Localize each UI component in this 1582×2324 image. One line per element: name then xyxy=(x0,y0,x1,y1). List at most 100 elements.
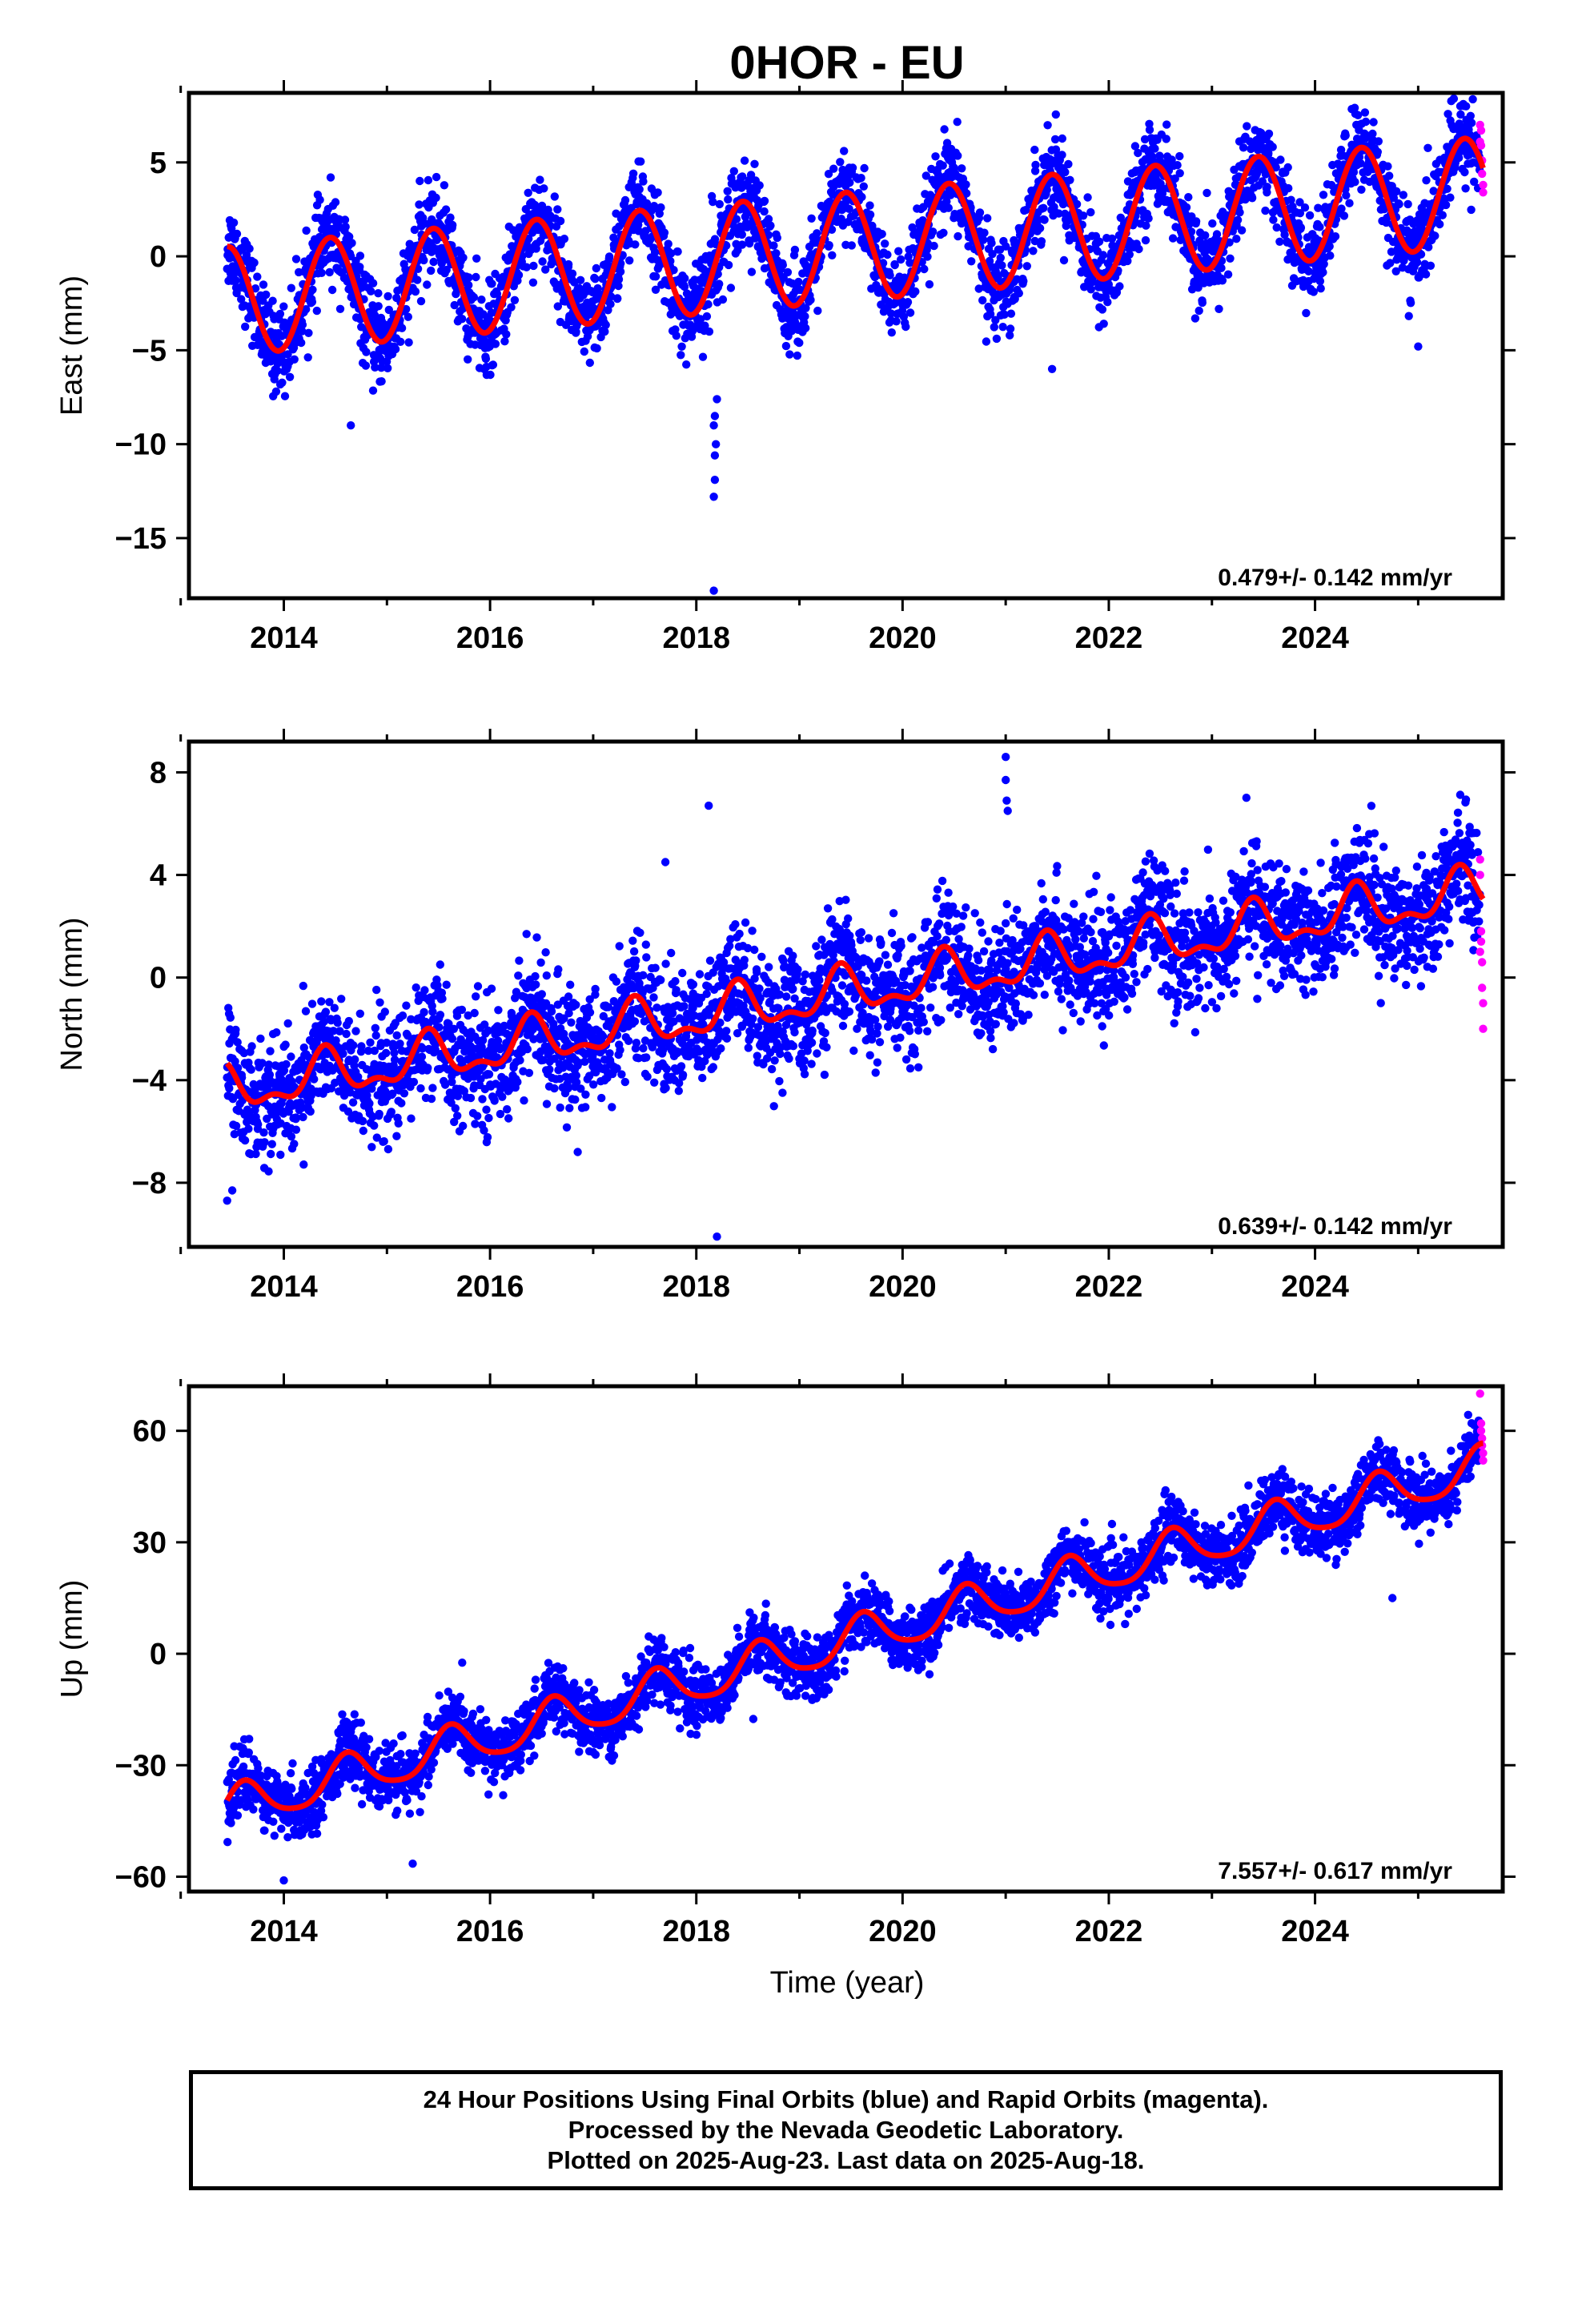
final-orbit-point xyxy=(1019,276,1028,286)
final-orbit-point xyxy=(905,308,915,317)
final-orbit-point xyxy=(1271,163,1280,172)
final-orbit-point xyxy=(1369,118,1378,127)
final-orbit-point xyxy=(345,232,354,241)
final-orbit-point xyxy=(639,1043,648,1053)
final-orbit-point xyxy=(740,156,749,165)
x-tick-label: 2014 xyxy=(250,621,318,655)
final-orbit-point xyxy=(860,163,869,173)
final-orbit-point xyxy=(283,1019,292,1028)
final-orbit-point xyxy=(233,1063,243,1072)
final-orbit-point xyxy=(1058,151,1066,159)
final-orbit-point xyxy=(930,241,938,251)
final-orbit-point xyxy=(450,300,459,310)
final-orbit-point xyxy=(432,193,440,203)
final-orbit-point xyxy=(507,303,516,312)
final-orbit-point xyxy=(1288,251,1298,260)
final-orbit-point xyxy=(1295,209,1305,218)
final-orbit-point xyxy=(925,279,934,289)
final-orbit-point xyxy=(1125,250,1134,259)
rapid-orbit-point xyxy=(1479,180,1488,190)
final-orbit-point xyxy=(240,1136,250,1145)
final-orbit-point xyxy=(1201,231,1210,240)
rapid-orbit-point xyxy=(1478,169,1487,179)
final-orbit-point xyxy=(1134,148,1142,158)
final-orbit-point xyxy=(459,253,468,262)
final-orbit-point xyxy=(1051,110,1061,119)
final-orbit-point xyxy=(990,323,999,332)
final-orbit-point xyxy=(413,275,422,284)
final-orbit-point xyxy=(480,336,489,345)
final-orbit-point xyxy=(828,251,837,259)
final-orbit-point xyxy=(1035,223,1045,233)
final-orbit-point xyxy=(1058,134,1067,143)
final-orbit-point xyxy=(383,364,392,372)
final-orbit-point xyxy=(440,181,449,190)
final-orbit-point xyxy=(801,304,810,312)
final-orbit-point xyxy=(1406,299,1415,308)
final-orbit-point xyxy=(550,192,559,201)
final-orbit-point xyxy=(415,200,424,209)
final-orbit-point xyxy=(267,1140,276,1148)
final-orbit-point xyxy=(299,1112,307,1122)
final-orbit-point xyxy=(524,1068,534,1078)
final-orbit-point xyxy=(737,230,746,239)
rate-label: 0.479+/- 0.142 mm/yr xyxy=(1218,565,1452,591)
final-orbit-point xyxy=(1144,214,1153,223)
final-orbit-point xyxy=(824,170,833,179)
final-orbit-point xyxy=(1361,117,1371,127)
final-orbit-point xyxy=(566,980,575,989)
panel-north: 2014 2016 2018 2020 2022 2024 840−4−8 North (… xyxy=(55,729,1516,1304)
final-orbit-point xyxy=(661,959,670,968)
final-orbit-point xyxy=(349,1041,358,1050)
final-orbit-point xyxy=(585,358,594,368)
final-orbit-point xyxy=(1223,270,1233,279)
final-orbit-point xyxy=(746,171,756,179)
final-orbit-point xyxy=(307,297,317,307)
final-orbit-point xyxy=(1403,199,1412,209)
final-orbit-point xyxy=(509,226,518,235)
final-orbit-point xyxy=(1218,276,1227,285)
final-orbit-point xyxy=(921,171,931,180)
final-orbit-point xyxy=(556,1103,564,1112)
final-orbit-point xyxy=(1351,178,1359,187)
final-orbit-point xyxy=(769,241,778,250)
final-orbit-point xyxy=(944,203,954,212)
final-orbit-point xyxy=(377,364,386,372)
final-orbit-point xyxy=(643,1072,652,1081)
final-orbit-point xyxy=(625,256,634,265)
final-orbit-point xyxy=(1414,342,1423,351)
final-orbit-point xyxy=(442,265,451,275)
final-orbit-point xyxy=(1031,160,1040,170)
final-orbit-point xyxy=(1072,199,1082,209)
final-orbit-point xyxy=(790,245,800,255)
final-orbit-point xyxy=(750,159,759,168)
final-orbit-point xyxy=(427,266,436,275)
final-orbit-point xyxy=(233,1038,242,1047)
final-orbit-point xyxy=(477,296,486,304)
final-orbit-point xyxy=(1462,102,1471,111)
final-orbit-point xyxy=(606,292,616,301)
final-orbit-point xyxy=(813,306,822,316)
final-orbit-point xyxy=(1467,205,1476,215)
final-orbit-point xyxy=(571,1095,580,1104)
final-orbit-point xyxy=(567,1018,576,1027)
final-orbit-point xyxy=(355,1009,364,1019)
final-orbit-point xyxy=(1368,129,1377,139)
final-orbit-point xyxy=(1006,324,1015,333)
final-orbit-point xyxy=(713,395,721,404)
final-orbit-point xyxy=(998,261,1006,270)
final-orbit-point xyxy=(920,264,929,274)
final-orbit-point xyxy=(764,215,773,223)
final-orbit-point xyxy=(250,258,259,267)
final-orbit-point xyxy=(556,216,565,226)
final-orbit-point xyxy=(1194,283,1203,292)
final-orbit-point xyxy=(738,172,747,181)
final-orbit-point xyxy=(1305,211,1315,220)
final-orbit-point xyxy=(307,999,317,1008)
final-orbit-point xyxy=(620,195,630,205)
final-orbit-point xyxy=(1022,262,1032,271)
final-orbit-point xyxy=(709,586,718,595)
final-orbit-point xyxy=(299,1160,308,1169)
final-orbit-point xyxy=(996,253,1006,263)
final-orbit-point xyxy=(572,1000,580,1010)
